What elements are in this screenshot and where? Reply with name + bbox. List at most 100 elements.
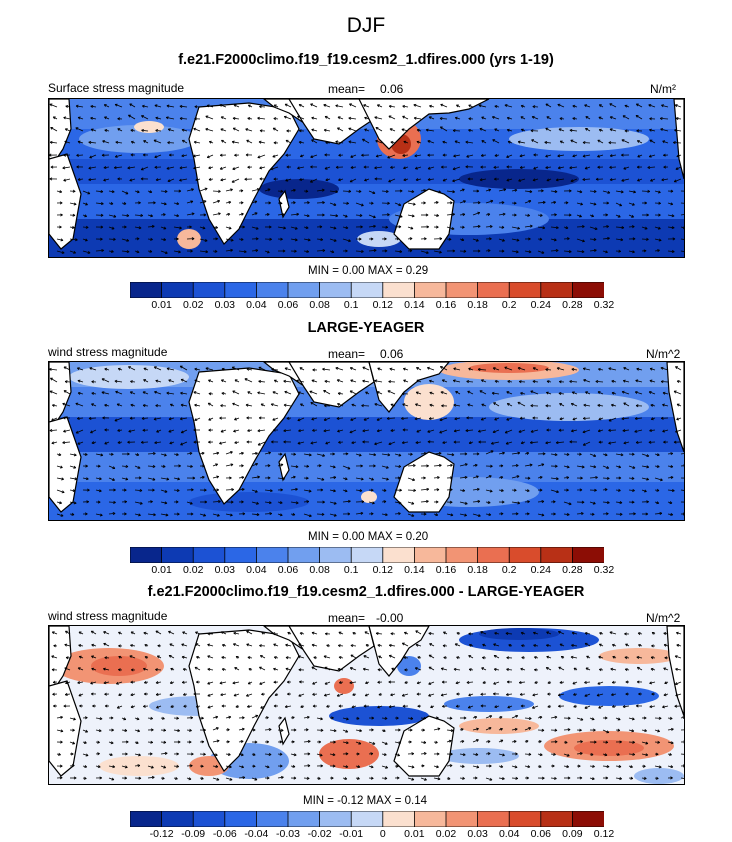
panel-3-mean-value: -0.00	[376, 611, 404, 625]
wind-arrow-head	[74, 501, 77, 504]
wind-arrow-head	[339, 682, 342, 684]
wind-arrow-head	[193, 155, 196, 158]
wind-arrow-head	[518, 180, 521, 182]
cb1-tick: 0.08	[309, 299, 330, 311]
wind-arrow-head	[378, 694, 382, 696]
wind-arrow-head	[390, 694, 393, 697]
wind-arrow-head	[377, 682, 381, 684]
wind-arrow	[454, 140, 461, 144]
wind-arrow-head	[514, 213, 517, 216]
wind-arrow-head	[435, 201, 439, 203]
wind-arrow	[63, 178, 71, 181]
wind-arrow	[402, 154, 409, 157]
wind-arrow-head	[401, 442, 405, 445]
wind-arrow-head	[247, 656, 251, 660]
wind-arrow-head	[605, 250, 608, 253]
wind-arrow-head	[241, 212, 244, 215]
wind-arrow-head	[247, 430, 250, 432]
wind-arrow-head	[416, 141, 419, 144]
wind-arrow	[537, 226, 545, 229]
wind-arrow-head	[77, 117, 81, 120]
wind-arrow-head	[150, 237, 153, 240]
wind-arrow-head	[427, 441, 431, 444]
wind-arrow-head	[676, 403, 679, 407]
wind-arrow-head	[258, 380, 261, 384]
wind-arrow	[615, 202, 622, 207]
wind-arrow	[251, 188, 260, 192]
wind-arrow	[415, 166, 422, 170]
wind-arrow-head	[179, 167, 183, 170]
wind-arrow-head	[125, 464, 129, 467]
wind-arrow-head	[168, 379, 171, 383]
wind-arrow-head	[297, 116, 300, 119]
figure-title: DJF	[346, 14, 386, 37]
wind-arrow-head	[428, 695, 432, 697]
wind-arrow-head	[569, 167, 573, 170]
wind-arrow-head	[370, 488, 374, 491]
wind-arrow	[609, 631, 617, 635]
wind-arrow	[114, 104, 123, 108]
wind-arrow-head	[621, 225, 625, 229]
wind-arrow	[114, 166, 123, 169]
wind-arrow-head	[280, 463, 284, 465]
wind-arrow-head	[126, 250, 130, 253]
wind-arrow-head	[142, 430, 146, 432]
wind-arrow	[129, 178, 136, 181]
wind-arrow	[246, 693, 253, 697]
cb2-tick: 0.2	[501, 564, 517, 576]
wind-arrow-head	[581, 500, 585, 503]
wind-arrow-head	[229, 476, 232, 479]
wind-arrow-head	[164, 501, 168, 504]
wind-arrow-head	[261, 632, 264, 635]
wind-arrow	[62, 403, 71, 407]
wind-arrow	[219, 166, 227, 170]
wind-arrow	[251, 212, 258, 216]
colorbar-swatch	[319, 547, 353, 563]
colorbar-swatch	[350, 547, 384, 563]
wind-arrow	[628, 477, 635, 479]
wind-arrow-head	[319, 225, 323, 228]
wind-arrow	[415, 441, 422, 444]
wind-arrow-head	[244, 178, 248, 181]
wind-arrow-head	[546, 418, 550, 420]
wind-arrow-head	[554, 464, 558, 467]
wind-arrow-head	[324, 154, 328, 157]
wind-arrow-head	[558, 392, 562, 396]
wind-arrow-head	[326, 644, 329, 648]
wind-arrow-head	[241, 451, 244, 454]
wind-arrow	[414, 417, 422, 420]
wind-arrow	[407, 477, 415, 481]
wind-arrow	[394, 501, 402, 504]
wind-arrow-head	[396, 237, 400, 239]
wind-arrow-head	[671, 226, 675, 229]
wind-arrow-head	[402, 155, 406, 157]
wind-arrow-head	[100, 513, 103, 516]
panel-2-wind-arrows	[49, 365, 684, 518]
wind-arrow-head	[138, 226, 142, 229]
wind-arrow	[602, 190, 611, 194]
wind-arrow	[537, 513, 545, 516]
wind-arrow-head	[279, 452, 283, 455]
wind-arrow	[433, 250, 442, 253]
wind-arrow-head	[259, 106, 262, 109]
wind-arrow-head	[129, 418, 133, 420]
wind-arrow-head	[241, 500, 244, 503]
wind-arrow	[251, 476, 260, 479]
wind-arrow	[69, 238, 78, 241]
wind-arrow-head	[71, 512, 75, 516]
wind-arrow	[675, 429, 682, 433]
wind-arrow	[91, 655, 97, 659]
wind-arrow-head	[465, 166, 469, 169]
wind-arrow	[349, 390, 357, 395]
wind-arrow-head	[389, 368, 392, 371]
wind-arrow-head	[404, 682, 408, 684]
wind-arrow-head	[435, 500, 439, 503]
wind-arrow-head	[671, 249, 675, 253]
wind-arrow-head	[365, 391, 368, 395]
wind-arrow	[329, 465, 336, 468]
wind-arrow	[225, 513, 233, 516]
wind-arrow-head	[123, 717, 127, 720]
wind-arrow-head	[415, 168, 418, 170]
wind-arrow	[572, 391, 578, 395]
wind-arrow	[427, 140, 435, 144]
